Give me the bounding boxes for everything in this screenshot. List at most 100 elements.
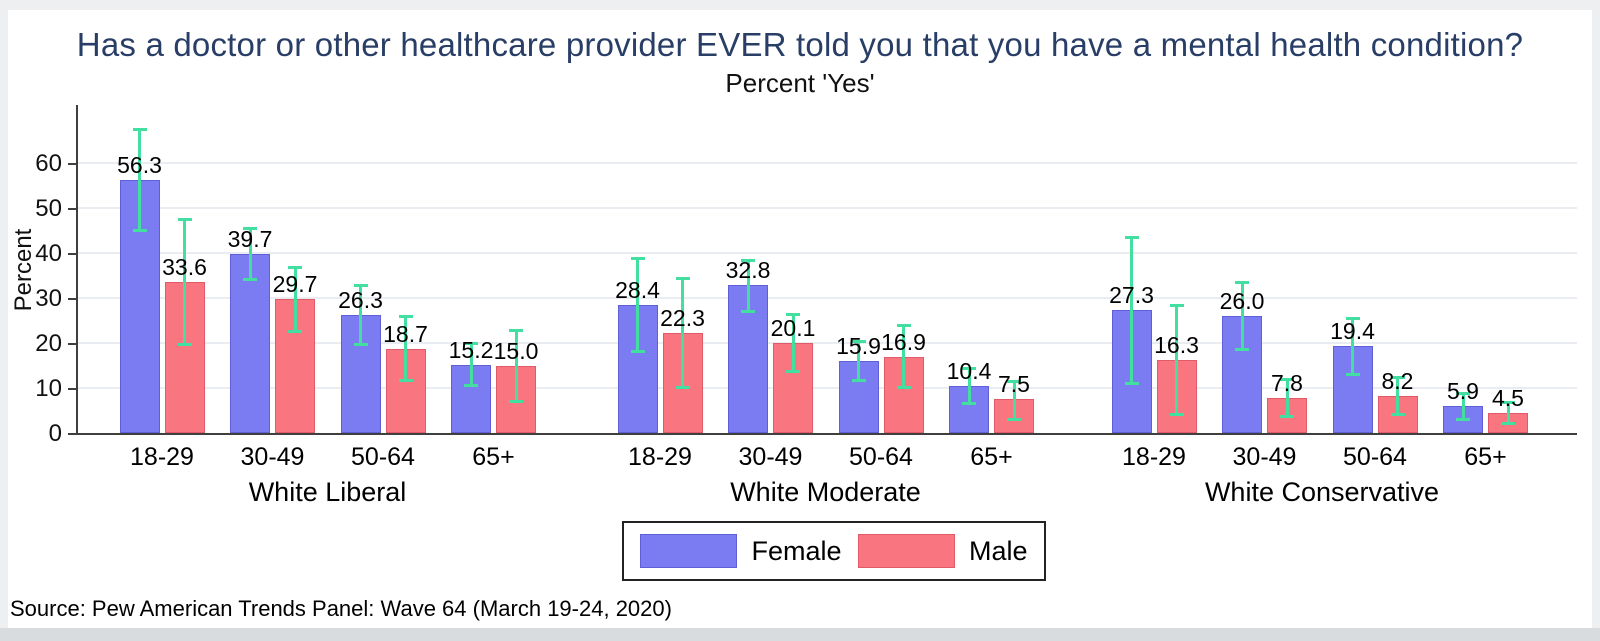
error-bar-line xyxy=(1240,282,1244,350)
error-bar-line xyxy=(967,367,971,404)
error-bar-line xyxy=(1396,376,1399,415)
value-label: 29.7 xyxy=(272,271,318,298)
error-bar-cap-top xyxy=(1456,391,1470,395)
error-bar-line xyxy=(681,277,684,388)
female-swatch xyxy=(640,534,738,568)
legend: Female Male xyxy=(622,521,1046,581)
age-category-label: 65+ xyxy=(472,443,515,471)
x-axis-line xyxy=(76,433,1577,435)
male-swatch xyxy=(857,534,955,568)
value-label: 56.3 xyxy=(117,151,162,178)
error-bar-line xyxy=(359,284,362,346)
error-bar-cap-bottom xyxy=(1007,417,1021,421)
error-bar-cap-top xyxy=(1345,317,1360,321)
error-bar-cap-bottom xyxy=(132,228,147,232)
gridline-50 xyxy=(78,207,1577,209)
error-bar-cap-bottom xyxy=(243,278,257,281)
value-label: 22.3 xyxy=(660,304,705,331)
error-bar-line xyxy=(1506,401,1510,424)
error-bar-cap-bottom xyxy=(1124,381,1139,385)
y-tickmark-60 xyxy=(68,163,76,165)
age-category-label: 50-64 xyxy=(351,443,415,471)
error-bar-line xyxy=(469,343,473,386)
age-category-label: 30-49 xyxy=(738,443,803,471)
error-bar-cap-bottom xyxy=(675,386,690,389)
y-ticklabel-30: 30 xyxy=(35,285,62,312)
error-bar-line xyxy=(1351,318,1354,375)
error-bar-line xyxy=(248,228,252,280)
value-label: 4.5 xyxy=(1492,384,1524,411)
error-bar-cap-bottom xyxy=(464,383,478,387)
value-label: 7.8 xyxy=(1271,369,1303,396)
value-label: 28.4 xyxy=(615,277,660,304)
error-bar-cap-top xyxy=(786,312,800,316)
error-bar-line xyxy=(404,316,407,382)
error-bar-cap-bottom xyxy=(630,350,645,353)
error-bar-line xyxy=(746,259,750,312)
legend-label-male: Male xyxy=(968,535,1028,566)
error-bar-cap-top xyxy=(1501,400,1515,404)
legend-entry-male: Male xyxy=(857,534,1028,568)
value-label: 39.7 xyxy=(227,226,273,253)
error-bar-cap-top xyxy=(464,342,478,345)
y-ticklabel-0: 0 xyxy=(48,420,62,447)
error-bar-cap-bottom xyxy=(1169,413,1184,416)
age-category-label: 65+ xyxy=(970,443,1013,471)
group-label-white-conservative: White Conservative xyxy=(1204,477,1440,507)
y-tickmark-30 xyxy=(68,298,76,300)
age-category-label: 18-29 xyxy=(628,443,692,471)
age-category-label: 65+ xyxy=(1464,443,1507,471)
error-bar-cap-bottom xyxy=(509,399,523,403)
error-bar-line xyxy=(183,219,186,346)
value-label: 33.6 xyxy=(162,253,207,280)
error-bar-cap-top xyxy=(1235,281,1249,285)
error-bar-cap-top xyxy=(1124,236,1139,240)
error-bar-line xyxy=(1461,392,1465,420)
gridline-10 xyxy=(78,387,1577,389)
value-label: 8.2 xyxy=(1381,368,1414,395)
error-bar-line xyxy=(1130,237,1133,384)
error-bar-cap-bottom xyxy=(1280,415,1294,419)
source-note: Source: Pew American Trends Panel: Wave … xyxy=(10,596,672,621)
error-bar-line xyxy=(791,313,795,373)
value-label: 26.3 xyxy=(338,286,383,313)
error-bar-cap-top xyxy=(288,265,302,269)
error-bar-cap-bottom xyxy=(1501,422,1515,425)
legend-entry-female: Female xyxy=(640,534,842,568)
error-bar-cap-bottom xyxy=(288,329,302,333)
age-category-label: 18-29 xyxy=(1122,443,1186,471)
value-label: 16.3 xyxy=(1154,331,1199,358)
y-axis-line xyxy=(76,105,78,435)
y-tickmark-10 xyxy=(68,388,76,390)
y-ticklabel-50: 50 xyxy=(35,195,62,222)
legend-label-female: Female xyxy=(751,535,842,566)
error-bar-line xyxy=(1012,381,1016,420)
bar-female-white-conservative-50-64 xyxy=(1332,345,1373,433)
error-bar-cap-bottom xyxy=(851,379,866,383)
error-bar-cap-bottom xyxy=(741,309,755,313)
error-bar-cap-top xyxy=(630,256,645,260)
value-label: 27.3 xyxy=(1109,282,1154,309)
group-label-white-moderate: White Moderate xyxy=(730,477,921,507)
y-ticklabel-10: 10 xyxy=(35,375,62,402)
gridline-20 xyxy=(78,342,1577,344)
group-label-white-liberal: White Liberal xyxy=(248,477,407,507)
bar-female-white-moderate-50-64 xyxy=(838,361,879,433)
error-bar-cap-top xyxy=(1007,380,1021,384)
age-category-label: 18-29 xyxy=(130,443,194,471)
value-label: 10.4 xyxy=(946,358,992,385)
y-tickmark-40 xyxy=(68,253,76,255)
chart-title: Has a doctor or other healthcare provide… xyxy=(76,26,1524,63)
y-tickmark-50 xyxy=(68,208,76,210)
age-category-label: 30-49 xyxy=(1232,443,1297,471)
error-bar-cap-top xyxy=(509,328,523,332)
error-bar-cap-top xyxy=(741,258,755,262)
error-bar-cap-top xyxy=(1390,375,1405,379)
y-tickmark-0 xyxy=(68,433,76,435)
value-label: 26.0 xyxy=(1219,288,1265,314)
error-bar-cap-top xyxy=(132,128,147,132)
age-category-label: 50-64 xyxy=(849,443,913,471)
value-label: 7.5 xyxy=(998,371,1030,398)
value-label: 15.2 xyxy=(448,336,494,363)
